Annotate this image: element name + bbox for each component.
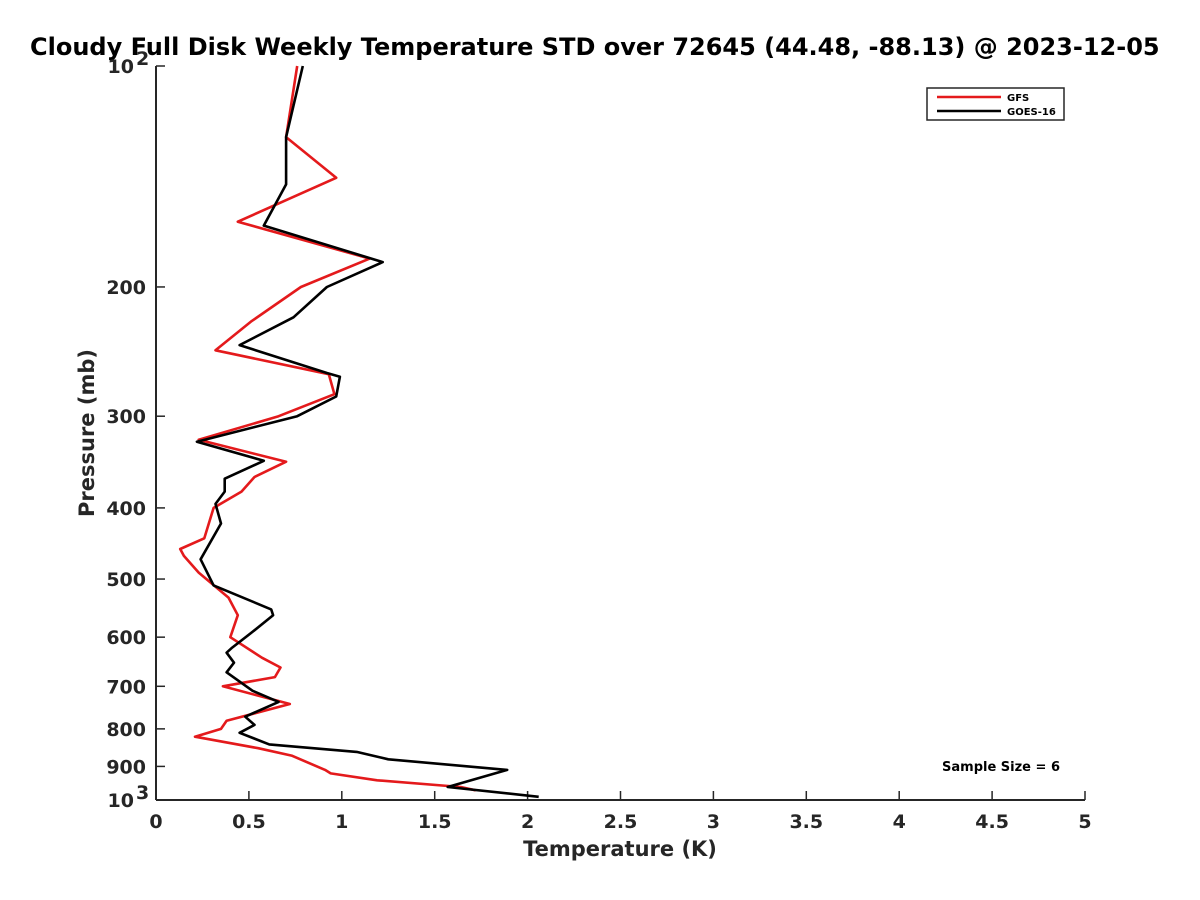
series-layer (178, 65, 539, 799)
y-tick-label: 10 (108, 790, 134, 812)
y-tick-label-base: 400 (106, 498, 146, 520)
y-tick-label: 600 (106, 627, 146, 649)
y-tick-label-base: 900 (106, 756, 146, 778)
y-tick-label: 900 (106, 756, 146, 778)
x-tick-label: 3 (707, 811, 720, 833)
x-tick-label: 2 (521, 811, 534, 833)
y-tick-label: 200 (106, 277, 146, 299)
y-tick-label-base: 10 (108, 56, 134, 78)
series-line-goes-16 (195, 65, 539, 799)
x-tick-label: 0 (149, 811, 162, 833)
x-tick-label: 1.5 (418, 811, 452, 833)
y-tick-label: 400 (106, 498, 146, 520)
x-tick-label: 4 (893, 811, 906, 833)
y-tick-label: 10 (108, 56, 134, 78)
x-tick-label: 5 (1078, 811, 1091, 833)
legend-label: GFS (1007, 93, 1029, 104)
y-tick-label-base: 500 (106, 569, 146, 591)
y-axis-label: Pressure (mb) (75, 349, 99, 517)
x-tick-label: 4.5 (975, 811, 1009, 833)
series-line-gfs (178, 65, 476, 792)
chart-title: Cloudy Full Disk Weekly Temperature STD … (30, 33, 1160, 61)
y-tick-label: 500 (106, 569, 146, 591)
y-tick-label-base: 800 (106, 719, 146, 741)
x-axis-label: Temperature (K) (523, 837, 717, 861)
y-tick-label-base: 700 (106, 676, 146, 698)
x-tick-label: 1 (335, 811, 348, 833)
y-tick-label-base: 300 (106, 406, 146, 428)
x-ticks: 0 0.5 1 1.5 2 2.5 3 3.5 4 4.5 5 (149, 791, 1092, 833)
x-tick-label: 3.5 (789, 811, 823, 833)
y-tick-label-base: 600 (106, 627, 146, 649)
legend-box (926, 87, 1065, 121)
y-tick-label: 300 (106, 406, 146, 428)
legend: GFS GOES-16 (926, 87, 1065, 121)
sample-size-annotation: Sample Size = 6 (942, 760, 1060, 775)
y-tick-label: 700 (106, 676, 146, 698)
y-tick-label-exponent: 3 (136, 782, 149, 804)
y-tick-label-base: 200 (106, 277, 146, 299)
y-tick-label-base: 10 (108, 790, 134, 812)
legend-label: GOES-16 (1007, 107, 1056, 118)
y-tick-label: 800 (106, 719, 146, 741)
x-tick-label: 0.5 (232, 811, 266, 833)
y-tick-label-exponent: 2 (136, 48, 149, 70)
x-tick-label: 2.5 (604, 811, 638, 833)
